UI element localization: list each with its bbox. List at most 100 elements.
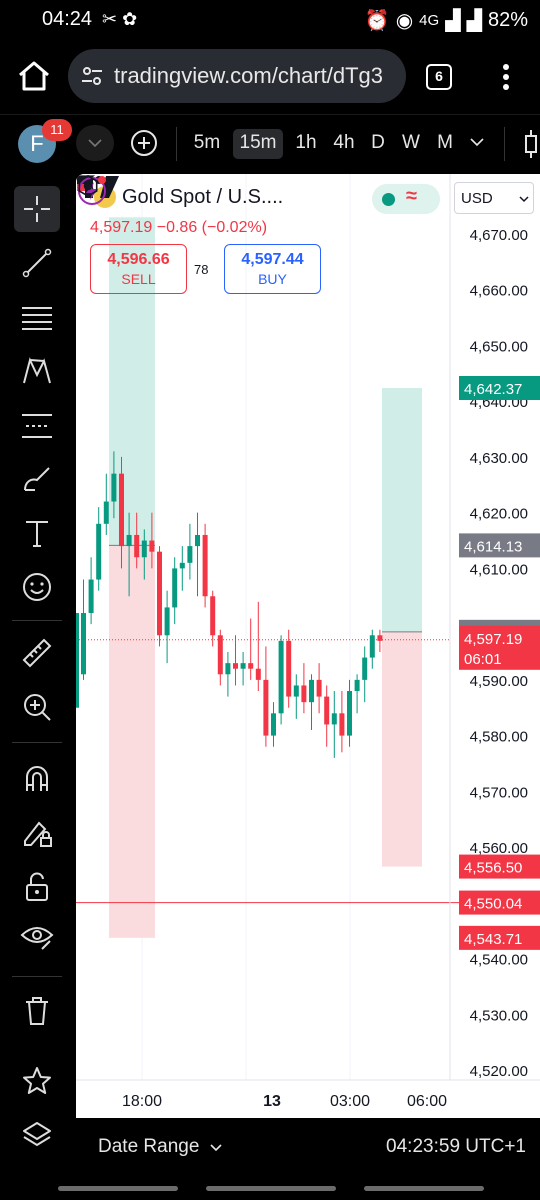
tool-divider xyxy=(12,742,62,743)
price-tick-label: 4,660.00 xyxy=(470,283,528,300)
timeframe-4h[interactable]: 4h xyxy=(333,132,355,153)
account-menu[interactable] xyxy=(76,125,114,161)
crosshair-tool[interactable] xyxy=(14,186,60,232)
candle-body xyxy=(172,568,178,608)
system-nav-bar xyxy=(0,1180,540,1200)
price-badge-label: 4,642.37 xyxy=(464,381,522,398)
candle-body xyxy=(263,679,269,736)
candle-body xyxy=(88,579,94,613)
time-tick-label: 06:00 xyxy=(407,1093,447,1110)
object-tree-tool[interactable] xyxy=(14,1112,60,1158)
nav-home-handle[interactable] xyxy=(206,1186,336,1191)
candle-body xyxy=(126,534,132,547)
spread-value: 78 xyxy=(194,262,209,277)
hotspot-icon: ◉ xyxy=(395,10,414,32)
add-symbol-icon[interactable] xyxy=(130,129,158,157)
candle-body xyxy=(96,523,102,580)
price-badge xyxy=(459,890,540,915)
fib-retracement-icon xyxy=(22,307,52,330)
magnet-tool[interactable] xyxy=(14,756,60,802)
text-tool[interactable] xyxy=(14,510,60,556)
price-tick-label: 4,590.00 xyxy=(470,673,528,690)
timeframe-d[interactable]: D xyxy=(371,132,385,153)
price-tick-label: 4,520.00 xyxy=(470,1063,528,1080)
timeframe-chevron-icon[interactable] xyxy=(470,137,484,147)
market-status-pill[interactable]: ≈ xyxy=(372,184,440,214)
fib-tool[interactable] xyxy=(14,294,60,340)
price-badge xyxy=(459,533,540,558)
price-tick-label: 4,630.00 xyxy=(470,450,528,467)
price-tick-label: 4,670.00 xyxy=(470,227,528,244)
magnet-icon xyxy=(26,766,48,791)
delete-tool[interactable] xyxy=(14,988,60,1034)
more-menu-icon[interactable] xyxy=(496,62,516,92)
candle-body xyxy=(134,534,140,558)
price-chart[interactable]: 4,670.004,660.004,650.004,640.004,630.00… xyxy=(76,174,540,1118)
candle-body xyxy=(339,713,345,736)
candle-body xyxy=(149,540,155,552)
chart-pane[interactable]: 4,670.00 4,660.00 4,650.00 4,640.00 4,630.00… xyxy=(76,174,540,1118)
prediction-icon xyxy=(22,414,52,438)
lock-drawing-tool[interactable] xyxy=(14,810,60,856)
home-icon[interactable] xyxy=(14,56,54,96)
chevron-down-icon[interactable] xyxy=(210,1144,222,1152)
trend-line-tool[interactable] xyxy=(14,240,60,286)
emoji-tool[interactable] xyxy=(14,564,60,610)
pattern-tool[interactable] xyxy=(14,348,60,394)
candle-body xyxy=(103,501,109,524)
timeframe-w[interactable]: W xyxy=(402,132,420,153)
currency-select[interactable]: USD xyxy=(454,182,534,214)
zoom-in-icon xyxy=(24,694,51,721)
price-badge-label: 4,550.04 xyxy=(464,896,522,913)
nav-recent-handle[interactable] xyxy=(364,1186,484,1191)
battery-label: 82% xyxy=(487,9,528,31)
timeframe-5m[interactable]: 5m xyxy=(193,132,221,153)
candle-body xyxy=(286,640,292,697)
symbol-title[interactable]: Gold Spot / U.S.... xyxy=(122,186,284,208)
tabs-button[interactable]: 6 xyxy=(426,64,452,90)
candle-body xyxy=(301,685,307,703)
brush-tool[interactable] xyxy=(14,456,60,502)
timeframe-15m[interactable]: 15m xyxy=(233,129,283,159)
address-bar[interactable]: tradingview.com/chart/dTg3 xyxy=(68,49,406,103)
candle-body xyxy=(217,635,223,675)
chart-top-toolbar: F 11 5m 15m 1h 4h D W M xyxy=(0,114,540,170)
status-bar: 04:24 ✂ ✿ ⏰ ◉ 4G ▟ ▟ 82% xyxy=(0,0,540,40)
lock-drawing-icon xyxy=(24,821,52,847)
nav-back-handle[interactable] xyxy=(58,1186,178,1191)
timezone-clock[interactable]: 04:23:59 UTC+1 xyxy=(386,1136,526,1157)
candle-body xyxy=(377,635,383,641)
chart-type-icon[interactable] xyxy=(520,129,540,159)
chevron-down-icon xyxy=(519,196,529,203)
price-tick-label: 4,560.00 xyxy=(470,840,528,857)
candle-body xyxy=(324,696,330,725)
network-label: 4G xyxy=(419,12,440,29)
lock-tool[interactable] xyxy=(14,864,60,910)
ruler-tool[interactable] xyxy=(14,630,60,676)
chevron-down-icon xyxy=(88,139,102,148)
candle-body xyxy=(354,679,360,692)
text-icon xyxy=(26,521,48,547)
status-time: 04:24 xyxy=(42,8,93,30)
chart-settings-icon[interactable] xyxy=(76,174,100,198)
status-right: ⏰ ◉ 4G ▟ ▟ 82% xyxy=(365,8,528,33)
buy-label: BUY xyxy=(258,271,287,287)
alarm-icon: ⏰ xyxy=(364,10,390,32)
zoom-tool[interactable] xyxy=(14,684,60,730)
date-range-button[interactable]: Date Range xyxy=(98,1136,200,1157)
timeframe-m[interactable]: M xyxy=(437,132,453,153)
long-target-zone xyxy=(382,387,422,632)
layers-icon xyxy=(23,1122,51,1147)
sell-button[interactable]: 4,596.66 SELL xyxy=(90,244,187,294)
notification-badge: 11 xyxy=(42,119,72,141)
buy-button[interactable]: 4,597.44 BUY xyxy=(224,244,321,294)
candle-body xyxy=(141,540,147,558)
favorites-tool[interactable] xyxy=(14,1058,60,1104)
price-badge-label: 4,556.50 xyxy=(464,860,522,877)
star-icon xyxy=(23,1067,51,1094)
visibility-tool[interactable] xyxy=(14,914,60,960)
site-settings-icon[interactable] xyxy=(80,64,104,88)
prediction-tool[interactable] xyxy=(14,402,60,448)
long-stop-zone xyxy=(382,631,422,867)
timeframe-1h[interactable]: 1h xyxy=(295,132,317,153)
